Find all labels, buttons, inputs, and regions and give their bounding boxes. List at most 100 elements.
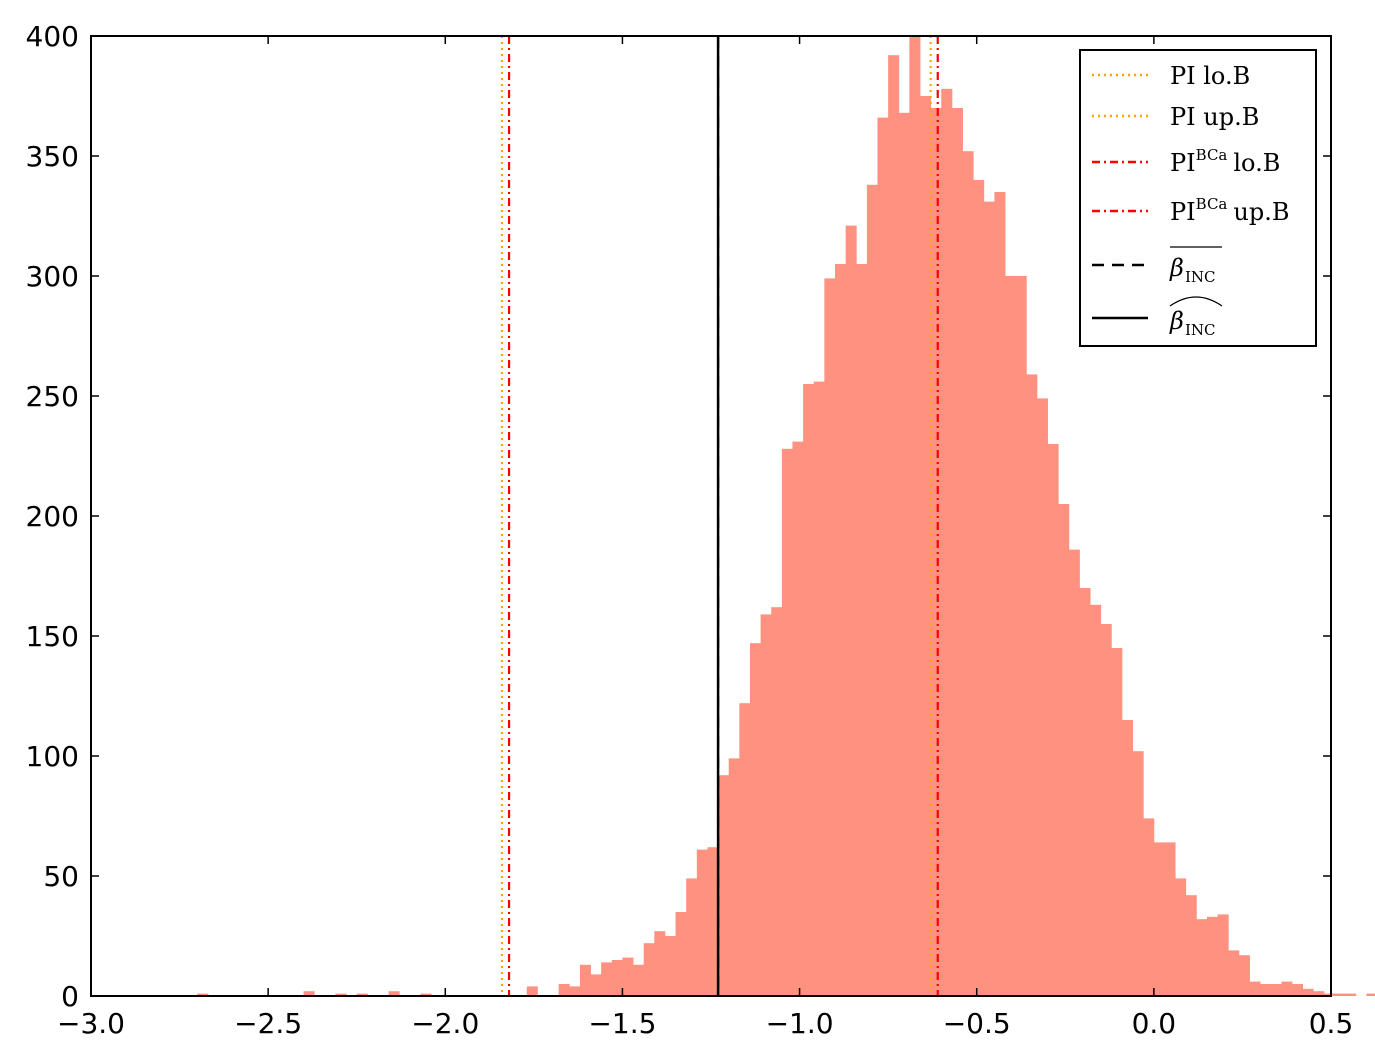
histogram-bar (1111, 648, 1123, 996)
histogram-bar (1153, 842, 1165, 996)
bars-group (197, 36, 1375, 997)
histogram-bar (813, 381, 825, 997)
histogram-bar (920, 96, 932, 996)
histogram-bar (930, 108, 942, 996)
histogram-bar (388, 991, 400, 996)
x-tick-label: −2.5 (234, 1007, 302, 1040)
histogram-bar (654, 931, 666, 996)
histogram-bar (643, 943, 655, 996)
histogram-bar (718, 775, 730, 996)
histogram-bar (845, 225, 857, 997)
histogram-bar (983, 201, 995, 997)
legend-tail: up.B (1233, 198, 1289, 226)
histogram-bar (951, 108, 963, 996)
x-tick-label: −1.0 (766, 1007, 834, 1040)
histogram-bar (1334, 993, 1346, 996)
legend-subscript: INC (1185, 268, 1216, 286)
histogram-bar (420, 993, 432, 996)
x-tick-label: −2.0 (411, 1007, 479, 1040)
histogram-bar (601, 962, 613, 996)
histogram-bar (973, 180, 985, 996)
y-tick-label: 150 (26, 620, 79, 653)
histogram-bar (749, 643, 761, 996)
histogram-bar (1036, 398, 1048, 996)
legend-label: β (1169, 254, 1184, 282)
histogram-bar (941, 88, 953, 997)
histogram-bar (1270, 984, 1282, 996)
histogram-bar (1058, 504, 1070, 996)
histogram-bar (760, 614, 772, 996)
histogram-bar (1121, 720, 1133, 996)
histogram-bar (664, 936, 676, 996)
histogram-bar (675, 912, 687, 996)
histogram-bar (1164, 842, 1176, 996)
y-tick-label: 200 (26, 500, 79, 533)
x-tick-label: −1.5 (588, 1007, 656, 1040)
histogram-bar (569, 986, 581, 996)
histogram-bar (356, 993, 368, 996)
histogram-bar (526, 986, 538, 996)
histogram-bar (1366, 993, 1375, 996)
histogram-bar (877, 117, 889, 997)
histogram-bar (1292, 984, 1304, 996)
histogram-bar (771, 607, 783, 996)
histogram-bar (1068, 549, 1080, 996)
hat-accent (1169, 296, 1223, 307)
y-tick-label: 300 (26, 260, 79, 293)
histogram-bar (1217, 914, 1229, 996)
y-tick-label: 350 (26, 140, 79, 173)
histogram-bar (994, 192, 1006, 996)
histogram-bar (611, 960, 623, 996)
legend-superscript: BCa (1196, 195, 1228, 213)
y-tick-label: 250 (26, 380, 79, 413)
ticks-group (90, 35, 1332, 997)
x-tick-label: −3.0 (57, 1007, 125, 1040)
histogram-bar (1207, 916, 1219, 996)
histogram-bar (1323, 993, 1335, 996)
legend-superscript: BCa (1196, 146, 1228, 164)
legend-label: β (1169, 307, 1184, 335)
histogram-bar (1005, 276, 1017, 996)
histogram-bar (1143, 818, 1155, 996)
histogram-bar (1345, 993, 1357, 996)
histogram-bar (633, 964, 645, 996)
histogram-bar (1026, 374, 1038, 996)
histogram-bar (707, 847, 719, 996)
histogram-bar (898, 112, 910, 997)
histogram-bar (1047, 444, 1059, 996)
histogram-bar (792, 441, 804, 997)
histogram-bar (622, 957, 634, 996)
histogram-bar (803, 384, 815, 996)
x-tick-label: 0.0 (1132, 1007, 1177, 1040)
histogram-bar (728, 758, 740, 996)
histogram-bar (856, 264, 868, 996)
histogram-bar (962, 151, 974, 996)
y-tick-label: 50 (43, 860, 79, 893)
histogram-bar (1281, 981, 1293, 996)
histogram-bar (1228, 950, 1240, 996)
histogram-bar (686, 878, 698, 996)
histogram-bar (579, 964, 591, 996)
histogram-bar (335, 993, 347, 996)
histogram-bar (1249, 981, 1261, 996)
y-tick-label: 400 (26, 20, 79, 53)
histogram-bar (696, 849, 708, 996)
legend-tail: lo.B (1233, 149, 1280, 177)
histogram-bar (1079, 588, 1091, 996)
x-tick-label: 0.5 (1309, 1007, 1354, 1040)
y-tick-label: 0 (61, 980, 79, 1013)
histogram-bar (1015, 276, 1027, 996)
histogram-bar (781, 448, 793, 996)
histogram-bar (909, 36, 921, 996)
histogram-bar (197, 993, 209, 996)
tick-labels-group: −3.0 −2.5 −2.0 −1.5 −1.0 −0.5 0.0 0.5 0 50 100 150 2… (26, 20, 1354, 1040)
x-tick-label: −0.5 (943, 1007, 1011, 1040)
histogram-bar (866, 184, 878, 997)
legend-label: PI up.B (1170, 103, 1259, 131)
histogram-bar (1100, 624, 1112, 996)
histogram-bar (835, 264, 847, 996)
legend-label: PI lo.B (1170, 62, 1250, 90)
histogram-bar (1185, 895, 1197, 996)
